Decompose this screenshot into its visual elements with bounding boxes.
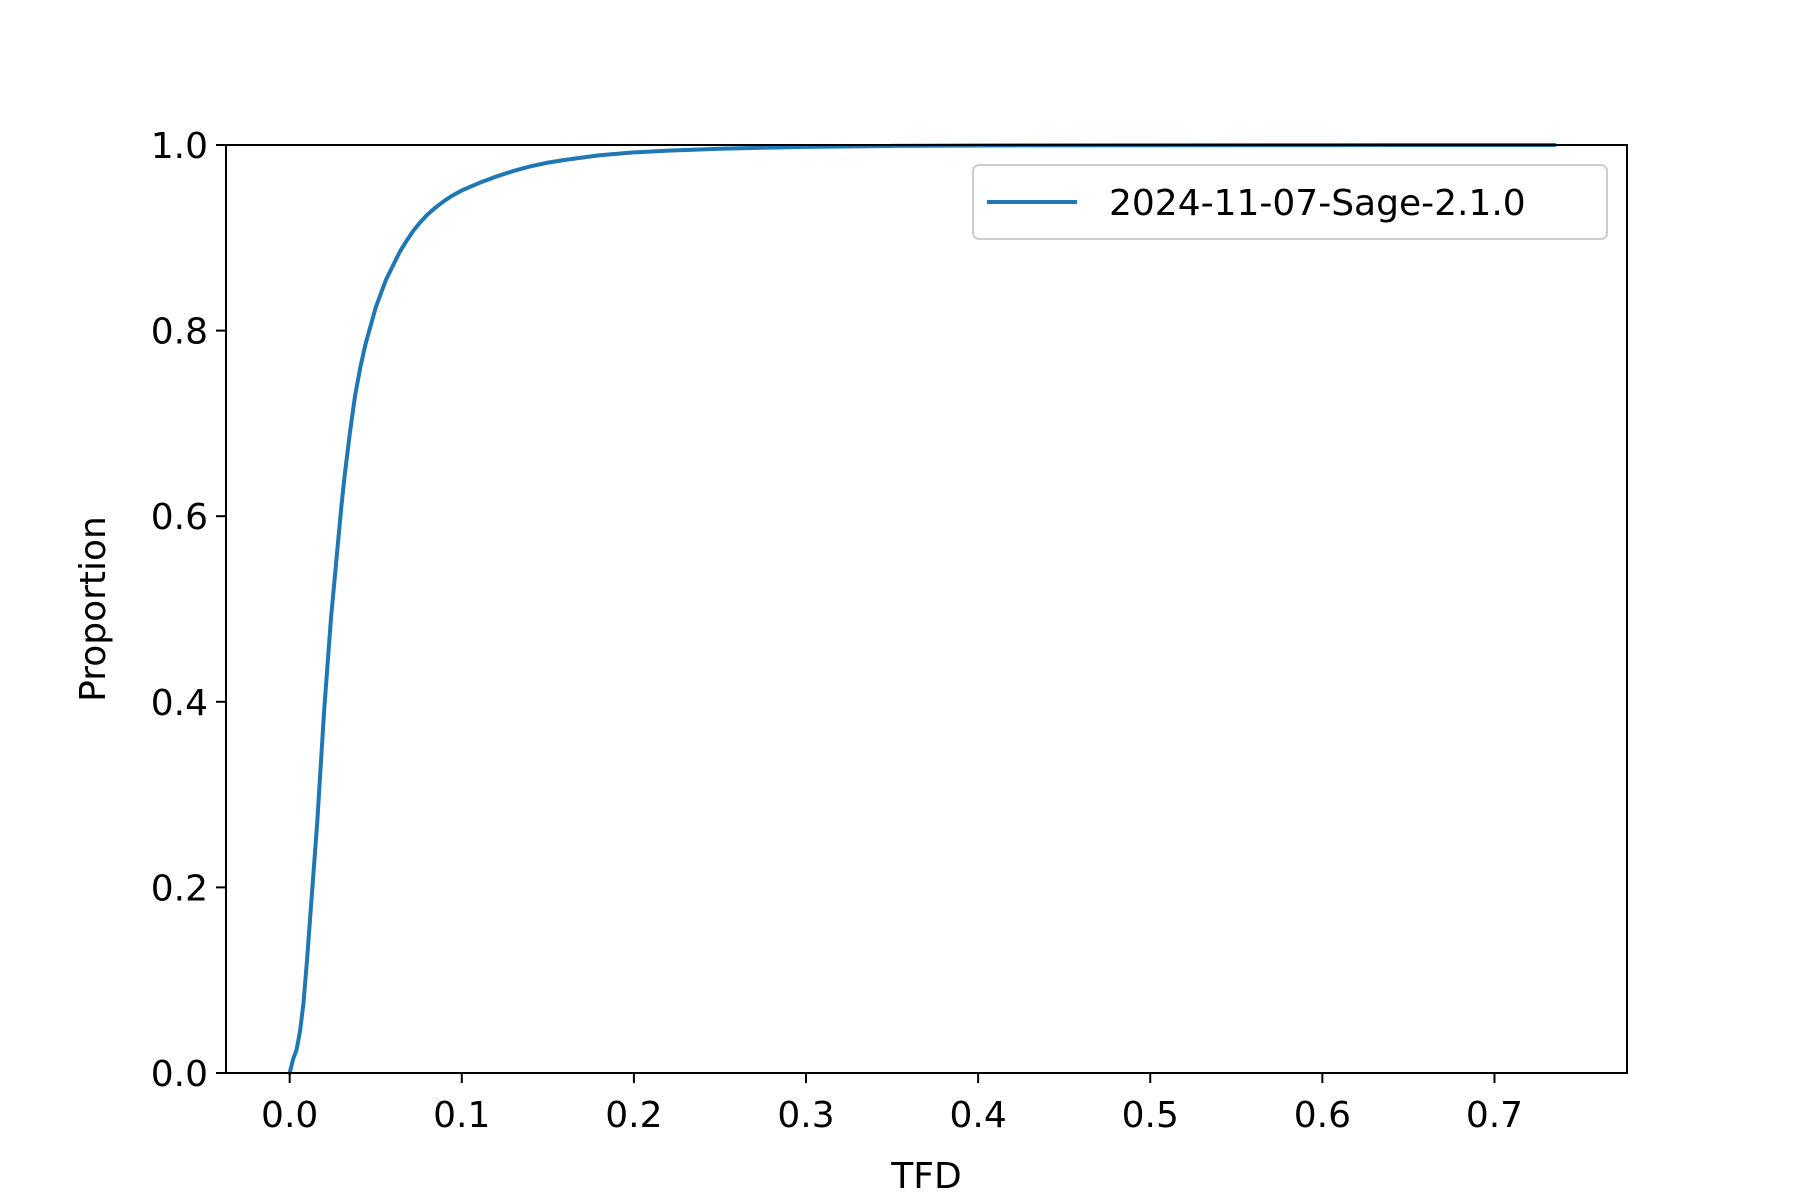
series-line: [287, 143, 1557, 1075]
x-tick-label: 0.3: [777, 1095, 834, 1136]
plot-frame: [225, 144, 1628, 1074]
legend-label: 2024-11-07-Sage-2.1.0: [1109, 183, 1526, 224]
x-axis: 0.0 0.1 0.2 0.3 0.4 0.5 0.6 0.7: [261, 1073, 1523, 1136]
y-tick-label: 0.6: [151, 497, 208, 538]
plot-layer: [287, 143, 1557, 1075]
x-axis-title: TFD: [890, 1156, 961, 1197]
y-axis: 0.0 0.2 0.4 0.6 0.8 1.0: [151, 126, 226, 1095]
y-tick-label: 0.4: [151, 683, 208, 724]
y-tick-label: 1.0: [151, 126, 208, 167]
y-axis-title: Proportion: [73, 516, 114, 702]
x-tick-label: 0.0: [261, 1095, 318, 1136]
x-tick-label: 0.1: [433, 1095, 490, 1136]
y-tick-label: 0.8: [151, 312, 208, 353]
x-tick-label: 0.7: [1466, 1095, 1523, 1136]
x-tick-label: 0.6: [1294, 1095, 1351, 1136]
x-tick-label: 0.2: [605, 1095, 662, 1136]
legend: 2024-11-07-Sage-2.1.0: [972, 164, 1608, 240]
x-tick-label: 0.5: [1122, 1095, 1179, 1136]
legend-box: [972, 164, 1608, 240]
y-tick-label: 0.2: [151, 868, 208, 909]
x-tick-label: 0.4: [950, 1095, 1007, 1136]
y-tick-label: 0.0: [151, 1054, 208, 1095]
